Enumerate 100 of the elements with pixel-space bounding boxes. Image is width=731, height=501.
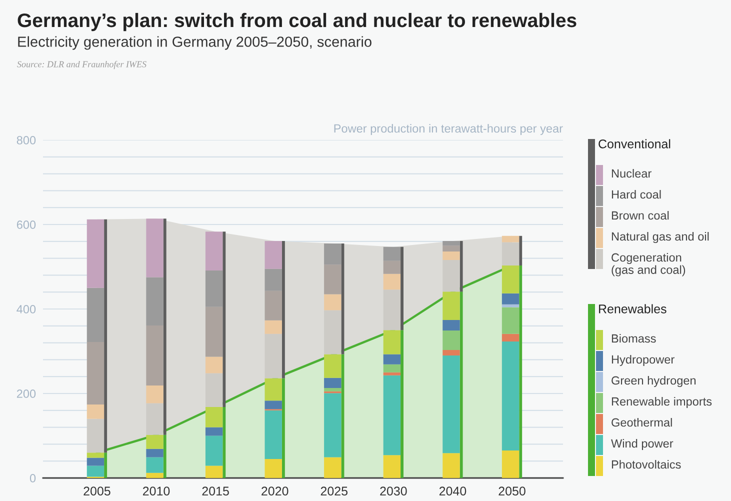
legend-label: Geothermal bbox=[612, 418, 672, 427]
bar bbox=[442, 260, 460, 292]
bar bbox=[205, 407, 223, 428]
bar bbox=[205, 232, 223, 271]
x-tick-label: 2020 bbox=[262, 486, 288, 496]
legend-label: Wind power bbox=[611, 439, 674, 450]
bar bbox=[442, 252, 460, 260]
legend-label: Nuclear bbox=[612, 169, 652, 178]
bar bbox=[264, 400, 282, 410]
bar bbox=[86, 452, 104, 458]
bar bbox=[442, 355, 460, 454]
y-axis-title: Power production in terawatt-hours per year bbox=[334, 124, 563, 135]
bar bbox=[383, 260, 401, 274]
bar bbox=[383, 330, 401, 354]
bar bbox=[400, 330, 404, 478]
legend-label: Photovoltaics bbox=[612, 460, 681, 469]
bar bbox=[146, 403, 164, 435]
bar bbox=[502, 307, 520, 334]
bar bbox=[324, 244, 342, 265]
legend-label: Cogeneration (gas and coal) bbox=[612, 253, 686, 276]
bar bbox=[383, 455, 401, 478]
bar bbox=[502, 265, 520, 294]
legend-label: Conventional bbox=[598, 139, 670, 148]
bar bbox=[383, 354, 401, 364]
bar bbox=[383, 364, 401, 372]
bar bbox=[205, 270, 223, 307]
legend-label: Renewable imports bbox=[612, 397, 712, 408]
bar bbox=[383, 375, 401, 456]
bar bbox=[324, 310, 342, 354]
y-tick-label: 200 bbox=[16, 390, 36, 398]
legend-label: Renewables bbox=[599, 304, 666, 314]
bar bbox=[264, 240, 282, 269]
bar bbox=[502, 242, 520, 266]
bar bbox=[282, 240, 285, 378]
bar bbox=[146, 277, 164, 326]
bar bbox=[383, 246, 401, 261]
bar bbox=[383, 290, 401, 330]
bar bbox=[146, 385, 164, 404]
bar bbox=[324, 393, 342, 458]
bar bbox=[264, 410, 282, 459]
bar bbox=[146, 218, 164, 278]
x-tick-label: 2030 bbox=[380, 486, 407, 496]
legend-label: Biomass bbox=[612, 334, 656, 343]
bar bbox=[519, 236, 522, 266]
bar bbox=[460, 292, 463, 478]
bar bbox=[383, 274, 401, 290]
bar bbox=[146, 457, 164, 473]
x-tick-label: 2005 bbox=[84, 486, 110, 496]
legend-label: Hard coal bbox=[612, 190, 661, 199]
chart-title: Germany’s plan: switch from coal and nuclear to renewables bbox=[18, 12, 576, 32]
bar bbox=[502, 450, 520, 478]
bar bbox=[519, 265, 522, 478]
bar bbox=[264, 334, 282, 378]
bar bbox=[86, 219, 104, 288]
bar bbox=[324, 388, 342, 392]
x-tick-label: 2050 bbox=[498, 486, 526, 496]
bar bbox=[205, 356, 223, 374]
bar bbox=[502, 304, 520, 308]
bar bbox=[146, 448, 164, 458]
chart-subtitle: Electricity generation in Germany 2005–2050, scenario bbox=[18, 36, 372, 50]
bar bbox=[324, 354, 342, 378]
bar bbox=[502, 236, 520, 242]
bar bbox=[222, 232, 226, 408]
bar bbox=[442, 246, 460, 252]
bar bbox=[264, 290, 282, 320]
y-tick-label: 0 bbox=[30, 474, 36, 482]
x-tick-label: 2010 bbox=[142, 486, 170, 496]
bar bbox=[205, 466, 223, 478]
bar bbox=[264, 458, 282, 478]
source-note: Source: DLR and Fraunhofer IWES bbox=[17, 60, 146, 70]
bar bbox=[205, 373, 223, 408]
bar bbox=[383, 372, 401, 376]
bar bbox=[264, 320, 282, 334]
bar bbox=[442, 453, 460, 478]
bar bbox=[222, 407, 226, 478]
bar bbox=[146, 434, 164, 449]
bar bbox=[104, 452, 108, 478]
bar bbox=[442, 240, 460, 246]
bar bbox=[163, 218, 166, 435]
bar bbox=[163, 434, 166, 478]
bar bbox=[86, 404, 104, 419]
bar bbox=[86, 458, 104, 466]
y-tick-label: 800 bbox=[16, 136, 36, 144]
legend-label: Natural gas and oil bbox=[612, 232, 709, 244]
bar bbox=[146, 325, 164, 386]
bar bbox=[86, 418, 104, 453]
legend-label: Hydropower bbox=[612, 355, 674, 366]
bar bbox=[502, 293, 520, 304]
bar bbox=[264, 268, 282, 291]
legend-label: Brown coal bbox=[612, 211, 669, 220]
bar bbox=[442, 350, 460, 356]
bar bbox=[146, 472, 164, 478]
bar bbox=[324, 264, 342, 294]
bar bbox=[282, 378, 285, 478]
x-tick-label: 2015 bbox=[202, 486, 229, 496]
bar bbox=[460, 240, 463, 292]
bar bbox=[86, 288, 104, 342]
bar bbox=[264, 378, 282, 401]
bar bbox=[86, 342, 104, 404]
bar bbox=[324, 294, 342, 310]
